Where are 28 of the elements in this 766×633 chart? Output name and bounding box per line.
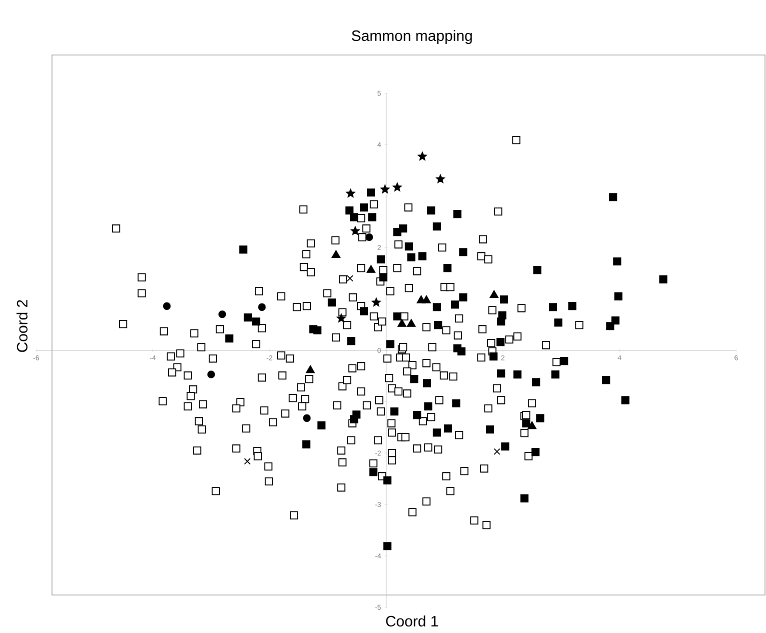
point	[366, 265, 376, 273]
point	[490, 290, 499, 298]
point	[397, 319, 406, 327]
point	[346, 188, 356, 198]
point	[422, 295, 431, 304]
point	[162, 302, 171, 310]
point	[332, 250, 340, 258]
point	[494, 448, 500, 455]
point	[436, 174, 445, 183]
point	[406, 319, 416, 327]
point	[218, 310, 226, 318]
point	[372, 298, 381, 306]
point	[306, 365, 315, 374]
point	[346, 275, 354, 282]
point	[528, 421, 536, 430]
point	[418, 152, 427, 160]
point	[302, 414, 311, 422]
point	[244, 458, 251, 465]
point	[350, 226, 360, 235]
point	[365, 233, 374, 242]
chart-title: Sammon mapping	[352, 30, 472, 44]
point	[258, 303, 266, 311]
point	[392, 182, 402, 192]
point	[207, 370, 216, 378]
point	[336, 314, 346, 322]
x-axis-title: Coord 1	[386, 615, 438, 626]
y-axis-title: Coord 2	[16, 300, 28, 352]
point	[380, 184, 390, 194]
